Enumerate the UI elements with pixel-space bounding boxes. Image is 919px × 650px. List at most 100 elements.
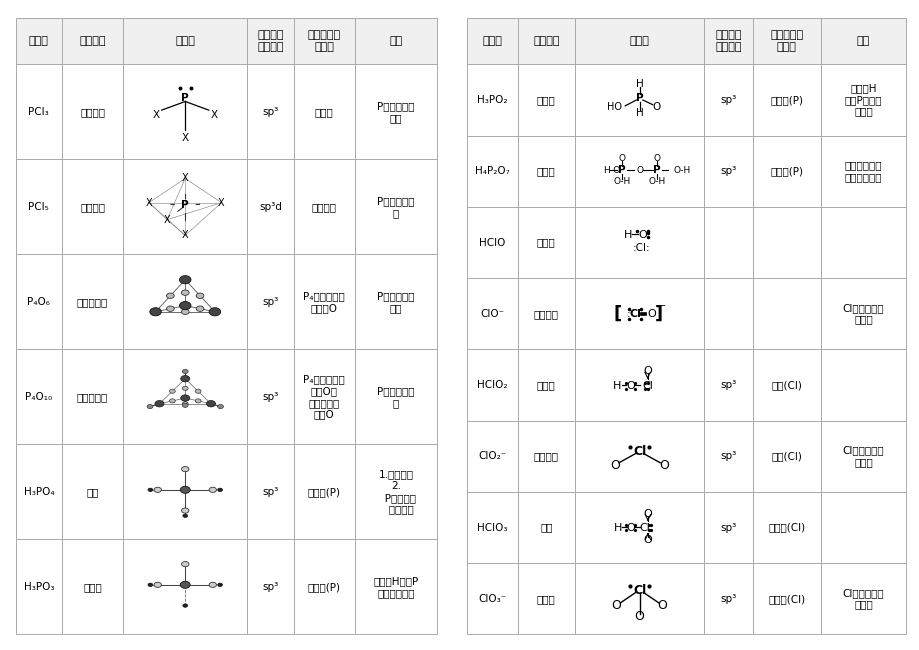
Text: 角形(Cl): 角形(Cl) [770, 451, 801, 462]
Text: Cl上有二對孤
電子對: Cl上有二對孤 電子對 [842, 445, 883, 467]
Bar [123, 350, 247, 445]
Text: O-H: O-H [648, 177, 665, 187]
Text: O-H: O-H [613, 177, 630, 187]
Bar [355, 18, 437, 64]
Text: sp³: sp³ [720, 594, 736, 604]
Text: 焦磷酸: 焦磷酸 [537, 166, 555, 176]
Bar [517, 563, 574, 634]
Bar [293, 254, 355, 350]
Bar [62, 254, 123, 350]
Bar [704, 207, 752, 278]
Text: sp³: sp³ [720, 95, 736, 105]
Bar [467, 563, 517, 634]
Bar [820, 350, 905, 421]
Bar [574, 563, 704, 634]
Text: Cl上有一對孤
電子對: Cl上有一對孤 電子對 [842, 588, 883, 610]
Text: sp³: sp³ [262, 582, 278, 592]
Text: HClO₃: HClO₃ [477, 523, 507, 532]
Bar [517, 350, 574, 421]
Circle shape [218, 583, 222, 586]
Text: 化學式: 化學式 [482, 36, 502, 46]
Bar [704, 350, 752, 421]
Bar [62, 350, 123, 445]
Text: 三氯化磷: 三氯化磷 [80, 107, 105, 117]
Bar [16, 18, 62, 64]
Text: P₄O₆: P₄O₆ [28, 297, 51, 307]
Circle shape [209, 582, 216, 588]
Bar [355, 350, 437, 445]
Bar [752, 64, 820, 136]
Text: X: X [145, 198, 153, 207]
Text: P上無孤電子
對: P上無孤電子 對 [377, 386, 414, 408]
Bar [820, 278, 905, 350]
Text: H: H [623, 230, 631, 240]
Text: O: O [646, 309, 655, 318]
Text: 六氧化四磷: 六氧化四磷 [77, 297, 108, 307]
Circle shape [179, 276, 191, 284]
Text: sp³: sp³ [720, 380, 736, 390]
Text: O: O [652, 101, 660, 112]
Bar [16, 254, 62, 350]
Text: −: − [657, 301, 665, 311]
Circle shape [166, 306, 174, 311]
Text: P: P [652, 165, 661, 176]
Bar [62, 159, 123, 254]
Text: 有一個H接在P
上，為二元酸: 有一個H接在P 上，為二元酸 [373, 576, 418, 598]
Circle shape [148, 488, 153, 491]
Bar [467, 18, 517, 64]
Text: H-O: H-O [602, 166, 619, 175]
Circle shape [153, 582, 161, 588]
Text: 次磷酸: 次磷酸 [537, 95, 555, 105]
Text: O: O [634, 610, 644, 623]
Text: HClO₂: HClO₂ [477, 380, 507, 390]
Text: P上含有孤電
子對: P上含有孤電 子對 [377, 291, 414, 313]
Text: :: : [627, 309, 630, 318]
Bar [355, 445, 437, 540]
Bar [704, 278, 752, 350]
Circle shape [181, 290, 189, 295]
Circle shape [196, 293, 204, 298]
Text: 雙三角錐: 雙三角錐 [312, 202, 336, 212]
Text: 1.為三元酸
2.
   P原子上無
   孤電子對: 1.為三元酸 2. P原子上無 孤電子對 [375, 469, 416, 514]
Text: X: X [182, 174, 188, 183]
Text: HClO: HClO [479, 237, 505, 248]
Text: H: H [612, 381, 620, 391]
Bar [16, 540, 62, 634]
Bar [704, 421, 752, 492]
Circle shape [179, 302, 191, 309]
Text: O: O [658, 458, 668, 471]
Text: P₄的六個鍵斷
，接上O: P₄的六個鍵斷 ，接上O [303, 291, 345, 313]
Text: sp³: sp³ [720, 166, 736, 176]
Circle shape [196, 306, 204, 311]
Text: ClO₂⁻: ClO₂⁻ [478, 451, 506, 462]
Text: P₄O₁₀: P₄O₁₀ [25, 392, 52, 402]
Text: O: O [626, 523, 634, 532]
Bar [293, 18, 355, 64]
Text: O-H: O-H [673, 166, 690, 175]
Circle shape [182, 403, 187, 408]
Text: X: X [164, 214, 170, 225]
Text: X: X [182, 230, 188, 240]
Bar [247, 445, 293, 540]
Text: 角錐形: 角錐形 [314, 107, 334, 117]
Text: 中文命名: 中文命名 [532, 36, 559, 46]
Bar [62, 540, 123, 634]
Bar [16, 350, 62, 445]
Text: X: X [210, 111, 218, 120]
Bar [293, 350, 355, 445]
Text: 次氯酸: 次氯酸 [537, 237, 555, 248]
Text: O: O [609, 458, 619, 471]
Bar [467, 64, 517, 136]
Bar [704, 136, 752, 207]
Text: H₄P₂O₇: H₄P₂O₇ [475, 166, 509, 176]
Text: O: O [618, 154, 625, 163]
Circle shape [218, 404, 223, 409]
Text: ClO₃⁻: ClO₃⁻ [478, 594, 506, 604]
Text: 角形(Cl): 角形(Cl) [770, 380, 801, 390]
Text: 氯酸: 氯酸 [539, 523, 552, 532]
Text: 中心原子鍵
結形狀: 中心原子鍵 結形狀 [769, 31, 802, 52]
Text: 四面體(P): 四面體(P) [769, 166, 802, 176]
Circle shape [166, 293, 174, 298]
Circle shape [150, 307, 161, 316]
Bar [123, 159, 247, 254]
